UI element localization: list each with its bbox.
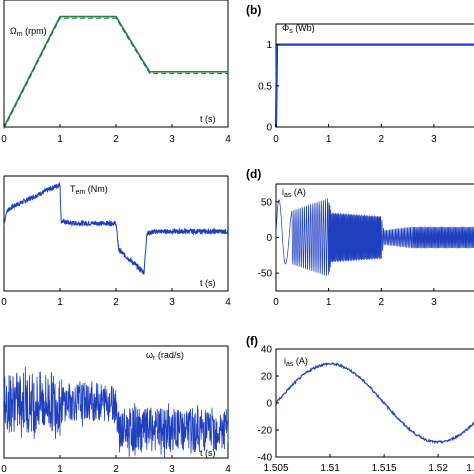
panel-b-frame bbox=[275, 23, 474, 128]
panel-a-plot-area bbox=[3, 15, 228, 129]
x-tick-label: 1.51 bbox=[320, 463, 340, 474]
phase-current-line bbox=[275, 198, 474, 277]
panel-a-x-ticks: 0 1 2 3 4 bbox=[1, 124, 231, 145]
y-tick-label: -40 bbox=[258, 453, 273, 464]
panel-b-ylabel: Φs (Wb) bbox=[282, 23, 315, 35]
torque-line bbox=[3, 182, 229, 275]
x-tick-label: 2 bbox=[113, 297, 119, 308]
panel-b-plot-area bbox=[274, 43, 474, 128]
panel-d-plot-area bbox=[275, 198, 474, 277]
panel-a: Ωm (rpm) t (s) 0 1 2 3 4 bbox=[1, 0, 231, 145]
panel-c: Tem (Nm) t (s) 0 1 2 3 4 bbox=[1, 175, 231, 308]
x-tick-label: 2 bbox=[113, 464, 119, 474]
x-tick-label: 1 bbox=[57, 134, 63, 145]
x-tick-label: 1 bbox=[57, 464, 63, 474]
panel-b-y-ticks: 00.51 bbox=[258, 40, 279, 134]
x-tick-label: 4 bbox=[225, 464, 231, 474]
panel-f: (f) ias (A) 1.505 1.51 1.515 1.52 1.52 -40 -2… bbox=[246, 334, 474, 474]
panel-d-y-ticks: -50 0 50 bbox=[258, 197, 279, 280]
x-tick-label: 1.52 bbox=[466, 463, 474, 474]
y-tick-label: 0 bbox=[266, 233, 272, 244]
panel-c-xlabel: t (s) bbox=[200, 278, 216, 288]
panel-e-ylabel: ωr (rad/s) bbox=[146, 350, 184, 362]
panel-f-label: (f) bbox=[246, 334, 258, 348]
x-tick-label: 1.505 bbox=[263, 463, 288, 474]
panel-c-plot-area bbox=[3, 182, 229, 275]
x-tick-label: 0 bbox=[1, 134, 7, 145]
x-tick-label: 1.515 bbox=[372, 463, 397, 474]
speed-reference-line bbox=[3, 17, 228, 129]
panel-b-x-ticks: 0 1 2 3 bbox=[273, 124, 437, 145]
panel-b-label: (b) bbox=[246, 3, 261, 17]
panel-d-label: (d) bbox=[246, 167, 261, 181]
x-tick-label: 1 bbox=[57, 297, 63, 308]
x-tick-label: 1 bbox=[326, 297, 332, 308]
y-tick-label: -50 bbox=[258, 269, 273, 280]
y-tick-label: 40 bbox=[261, 345, 273, 356]
y-tick-label: 0 bbox=[266, 123, 272, 134]
x-tick-label: 4 bbox=[225, 134, 231, 145]
y-tick-label: -20 bbox=[258, 426, 273, 437]
panel-e-plot-area bbox=[3, 366, 229, 458]
x-tick-label: 0 bbox=[273, 134, 279, 145]
panel-d-ylabel: ias (A) bbox=[282, 187, 306, 199]
x-tick-label: 4 bbox=[225, 297, 231, 308]
x-tick-label: 3 bbox=[169, 297, 175, 308]
y-tick-label: 1 bbox=[266, 40, 272, 51]
panel-c-ylabel: Tem (Nm) bbox=[70, 184, 108, 196]
panel-c-frame bbox=[3, 175, 229, 292]
panel-a-ylabel: Ωm (rpm) bbox=[10, 26, 47, 38]
x-tick-label: 2 bbox=[378, 297, 384, 308]
flux-line bbox=[274, 43, 474, 128]
x-tick-label: 3 bbox=[431, 134, 437, 145]
panel-f-y-ticks: -40 -20 0 20 40 bbox=[258, 345, 279, 464]
panel-e: ωr (rad/s) t (s) 0 1 2 3 4 bbox=[1, 345, 231, 474]
panel-a-xlabel: t (s) bbox=[200, 114, 216, 124]
x-tick-label: 0 bbox=[1, 464, 7, 474]
panel-c-x-ticks: 0 1 2 3 4 bbox=[1, 288, 231, 308]
x-tick-label: 2 bbox=[113, 134, 119, 145]
x-tick-label: 0 bbox=[1, 297, 7, 308]
x-tick-label: 3 bbox=[169, 134, 175, 145]
current-zoom-line bbox=[275, 361, 474, 445]
x-tick-label: 2 bbox=[378, 134, 384, 145]
y-tick-label: 50 bbox=[261, 197, 273, 208]
x-tick-label: 1.52 bbox=[428, 463, 448, 474]
panel-e-xlabel: t (s) bbox=[200, 448, 216, 458]
x-tick-label: 0 bbox=[273, 297, 279, 308]
panel-f-plot-area bbox=[275, 361, 474, 445]
y-tick-label: 0.5 bbox=[258, 81, 272, 92]
x-tick-label: 3 bbox=[431, 297, 437, 308]
x-tick-label: 3 bbox=[169, 464, 175, 474]
y-tick-label: 0 bbox=[266, 399, 272, 410]
panel-d: (d) ias (A) 0 1 2 3 -50 0 50 bbox=[246, 167, 474, 308]
x-tick-label: 1 bbox=[326, 134, 332, 145]
panel-f-ylabel: ias (A) bbox=[284, 356, 308, 368]
rotor-speed-line bbox=[3, 366, 229, 458]
panel-e-x-ticks: 0 1 2 3 4 bbox=[1, 455, 231, 474]
y-tick-label: 20 bbox=[261, 372, 273, 383]
panel-d-x-ticks: 0 1 2 3 bbox=[273, 288, 437, 308]
speed-measured-line bbox=[3, 15, 228, 128]
